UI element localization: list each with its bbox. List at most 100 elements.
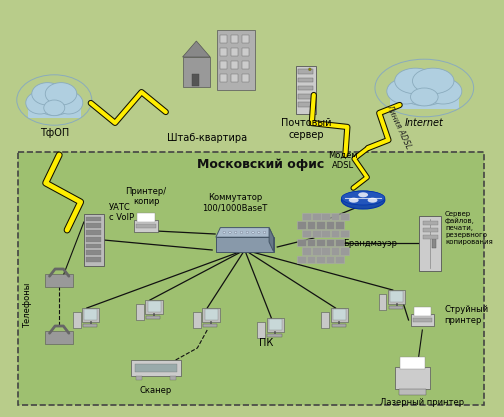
Bar (388, 289, 405, 304)
Bar (332, 324, 346, 327)
Bar (331, 247, 340, 254)
Text: Коммутатор
100/1000BaseT: Коммутатор 100/1000BaseT (202, 193, 268, 212)
Bar (391, 291, 403, 302)
Bar (86, 250, 101, 255)
Polygon shape (182, 41, 210, 57)
Bar (340, 247, 349, 254)
Bar (135, 364, 176, 372)
Circle shape (246, 231, 248, 234)
Text: Модем
ADSL: Модем ADSL (329, 151, 358, 170)
Circle shape (264, 231, 266, 234)
Ellipse shape (358, 192, 368, 197)
Bar (331, 213, 340, 220)
Bar (298, 78, 313, 82)
FancyBboxPatch shape (390, 91, 459, 109)
Bar (86, 244, 101, 248)
Bar (220, 48, 227, 56)
Text: Принтер/
копир: Принтер/ копир (125, 186, 167, 206)
Ellipse shape (424, 78, 462, 104)
Bar (85, 309, 97, 320)
Text: ТфОП: ТфОП (40, 128, 69, 138)
Bar (145, 299, 163, 314)
Ellipse shape (54, 92, 83, 114)
Text: Сервер
файлов,
печати,
резервного
копирования: Сервер файлов, печати, резервного копиро… (445, 211, 493, 245)
Bar (86, 230, 101, 235)
Circle shape (234, 231, 237, 234)
Bar (395, 367, 430, 389)
Bar (316, 239, 325, 246)
Bar (146, 316, 160, 319)
Polygon shape (269, 228, 274, 251)
Bar (302, 230, 311, 237)
Bar (192, 73, 199, 86)
Bar (231, 61, 238, 69)
Ellipse shape (45, 83, 77, 105)
Bar (335, 239, 344, 246)
Bar (326, 239, 334, 246)
Bar (340, 230, 349, 237)
Bar (45, 332, 73, 344)
Bar (86, 216, 101, 221)
Bar (306, 239, 316, 246)
Bar (84, 214, 104, 266)
Bar (302, 247, 311, 254)
Bar (205, 309, 218, 320)
Text: Линия ADSL: Линия ADSL (385, 103, 413, 150)
Bar (312, 247, 321, 254)
Bar (331, 308, 348, 322)
Bar (136, 376, 142, 380)
Circle shape (223, 231, 225, 234)
Bar (321, 230, 330, 237)
Bar (134, 220, 158, 232)
Polygon shape (216, 237, 274, 251)
Bar (326, 221, 334, 229)
Bar (242, 35, 248, 43)
Bar (379, 294, 387, 309)
Bar (220, 61, 227, 69)
Text: Телефоны: Телефоны (23, 282, 32, 328)
Bar (86, 224, 101, 228)
Bar (86, 257, 101, 262)
Bar (182, 57, 210, 87)
Bar (298, 69, 313, 74)
Bar (321, 213, 330, 220)
Text: Internet: Internet (405, 118, 444, 128)
Bar (136, 304, 144, 319)
Bar (399, 389, 426, 395)
Bar (137, 213, 155, 221)
Bar (423, 228, 438, 231)
Bar (220, 74, 227, 82)
Bar (306, 221, 316, 229)
Text: Штаб-квартира: Штаб-квартира (167, 133, 247, 143)
Ellipse shape (32, 83, 64, 105)
Bar (86, 237, 101, 241)
Bar (413, 318, 432, 322)
Bar (297, 239, 306, 246)
Text: УАТС
с VoIP: УАТС с VoIP (108, 203, 134, 222)
Bar (148, 301, 161, 312)
Bar (203, 324, 218, 327)
Bar (231, 35, 238, 43)
Bar (231, 74, 238, 82)
Bar (419, 216, 441, 271)
Ellipse shape (387, 78, 424, 104)
Bar (335, 221, 344, 229)
Bar (269, 319, 282, 330)
Bar (432, 238, 436, 248)
Circle shape (308, 68, 311, 71)
Bar (296, 66, 316, 114)
Bar (83, 324, 97, 327)
Bar (203, 308, 220, 322)
Bar (335, 256, 344, 263)
FancyBboxPatch shape (28, 103, 81, 118)
Text: Сканер: Сканер (140, 386, 172, 395)
Ellipse shape (26, 92, 54, 114)
Ellipse shape (395, 68, 436, 94)
Bar (267, 318, 284, 332)
Bar (312, 230, 321, 237)
Bar (136, 224, 156, 228)
Text: Брандмауэр: Брандмауэр (343, 239, 397, 248)
Bar (400, 357, 424, 369)
Bar (312, 213, 321, 220)
Bar (45, 274, 73, 287)
